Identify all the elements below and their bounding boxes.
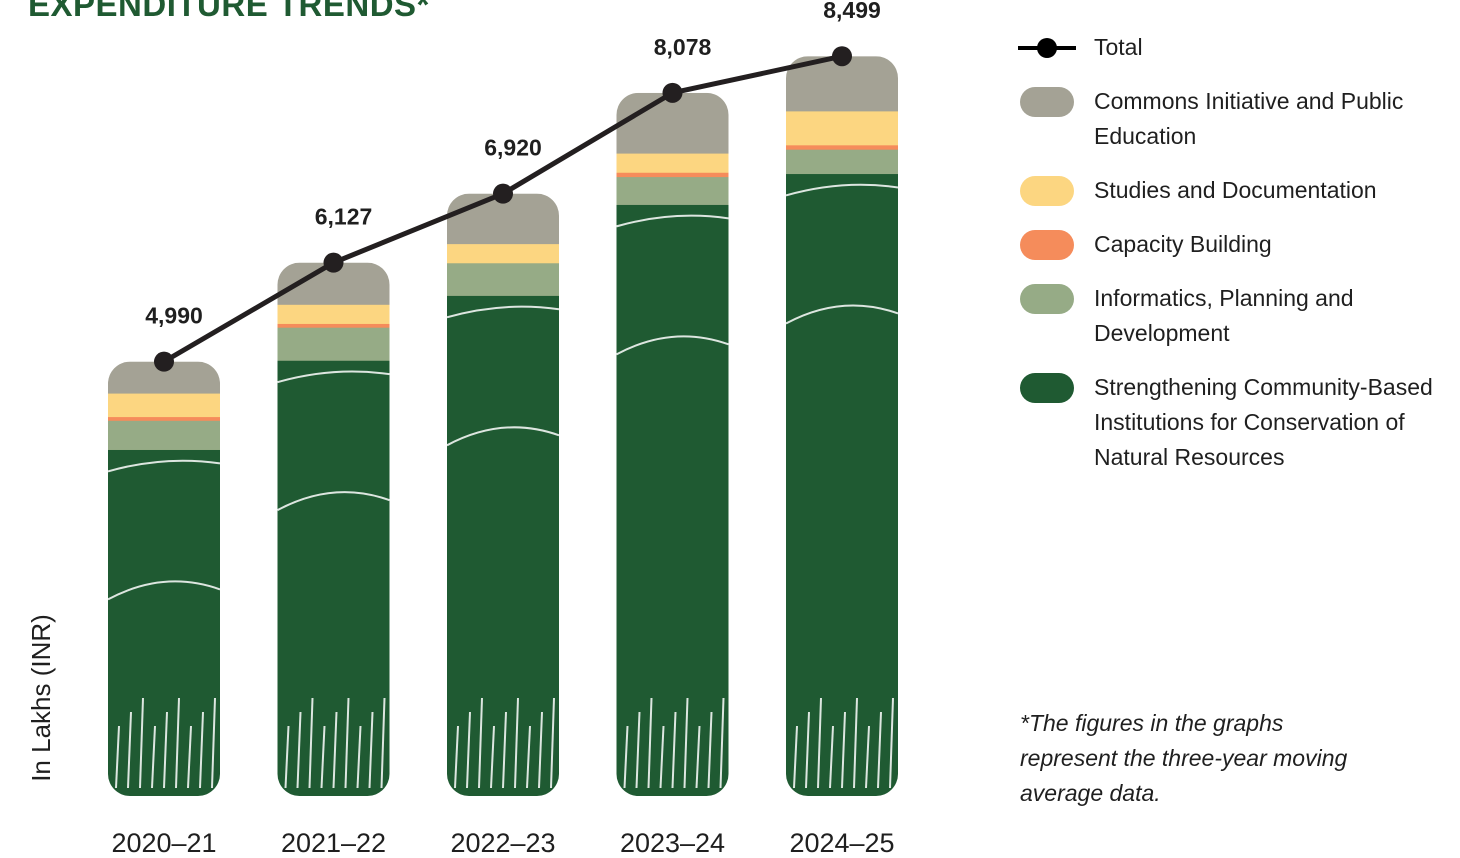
bar-segment: [786, 173, 898, 796]
bar-segment: [277, 360, 390, 796]
legend-item-commons: Commons Initiative and Public Education: [1018, 84, 1448, 154]
illustration-lines: [447, 305, 559, 789]
bar-segment: [108, 392, 220, 418]
bar-2022–23: [447, 193, 559, 797]
bar-segment: [277, 304, 390, 324]
total-value-label: 8,499: [823, 0, 881, 23]
bar-segment: [108, 416, 220, 421]
legend-item-total: Total: [1018, 30, 1448, 65]
legend-label: Capacity Building: [1094, 231, 1272, 257]
bar-segment: [616, 92, 729, 154]
legend-label: Total: [1094, 34, 1143, 60]
legend-label: Commons Initiative and Public Education: [1094, 88, 1404, 149]
total-point: [493, 183, 513, 204]
bar-segment: [786, 110, 898, 146]
bar-2020–21: [108, 361, 220, 796]
bar-2024–25: [786, 56, 898, 796]
chart-legend: Total Commons Initiative and Public Educ…: [1018, 30, 1448, 475]
total-point: [323, 252, 344, 273]
bar-segment: [447, 262, 559, 296]
stacked-bar-chart: 2020–21 2021–22 2022–23 2023–24 2024–25 4,990…: [26, 0, 898, 858]
total-value-label: 6,920: [484, 135, 542, 161]
bar-segment: [277, 327, 390, 361]
bar-segment: [108, 420, 220, 450]
bar-segment: [616, 176, 729, 205]
legend-item-strengthening: Strengthening Community-Based Institutio…: [1018, 370, 1448, 475]
legend-item-capacity: Capacity Building: [1018, 227, 1448, 262]
bar-segment: [616, 152, 729, 173]
total-value-label: 4,990: [145, 303, 203, 329]
bar-segment: [786, 149, 898, 175]
bar-segment: [616, 204, 729, 797]
illustration-lines: [616, 214, 729, 789]
legend-item-studies: Studies and Documentation: [1018, 173, 1448, 208]
x-tick-label: 2023–24: [620, 828, 725, 858]
footnote: *The figures in the graphs represent the…: [1020, 710, 1348, 806]
legend-swatch: [1020, 87, 1074, 117]
bar-segment: [616, 172, 729, 178]
x-tick-label: 2022–23: [450, 828, 555, 858]
bar-2021–22: [277, 262, 390, 796]
chart-title: EXPENDITURE TRENDS*: [28, 0, 430, 23]
legend-label: Informatics, Planning and Development: [1094, 285, 1354, 346]
total-point: [154, 351, 174, 372]
illustration-lines: [277, 370, 390, 789]
x-tick-label: 2020–21: [111, 828, 216, 858]
total-point: [662, 82, 683, 103]
illustration-lines: [786, 183, 898, 789]
total-value-label: 8,078: [654, 34, 712, 60]
bar-segment: [447, 243, 559, 264]
legend-label: Studies and Documentation: [1094, 177, 1377, 203]
legend-item-informatics: Informatics, Planning and Development: [1018, 281, 1448, 351]
bar-segment: [447, 295, 559, 797]
illustration-lines: [108, 459, 220, 789]
legend-swatch: [1020, 176, 1074, 206]
legend-swatch: [1020, 284, 1074, 314]
bar-segment: [108, 449, 220, 796]
x-tick-label: 2021–22: [281, 828, 386, 858]
total-value-label: 6,127: [315, 204, 373, 230]
y-axis-label: In Lakhs (INR): [26, 614, 56, 782]
bar-segment: [786, 144, 898, 150]
legend-line-marker-icon: [1018, 34, 1076, 62]
legend-swatch: [1020, 230, 1074, 260]
bar-2023–24: [616, 92, 729, 797]
x-tick-label: 2024–25: [789, 828, 894, 858]
legend-label: Strengthening Community-Based Institutio…: [1094, 374, 1433, 470]
bar-segment: [277, 323, 390, 328]
total-point: [832, 46, 852, 67]
legend-swatch: [1020, 373, 1074, 403]
